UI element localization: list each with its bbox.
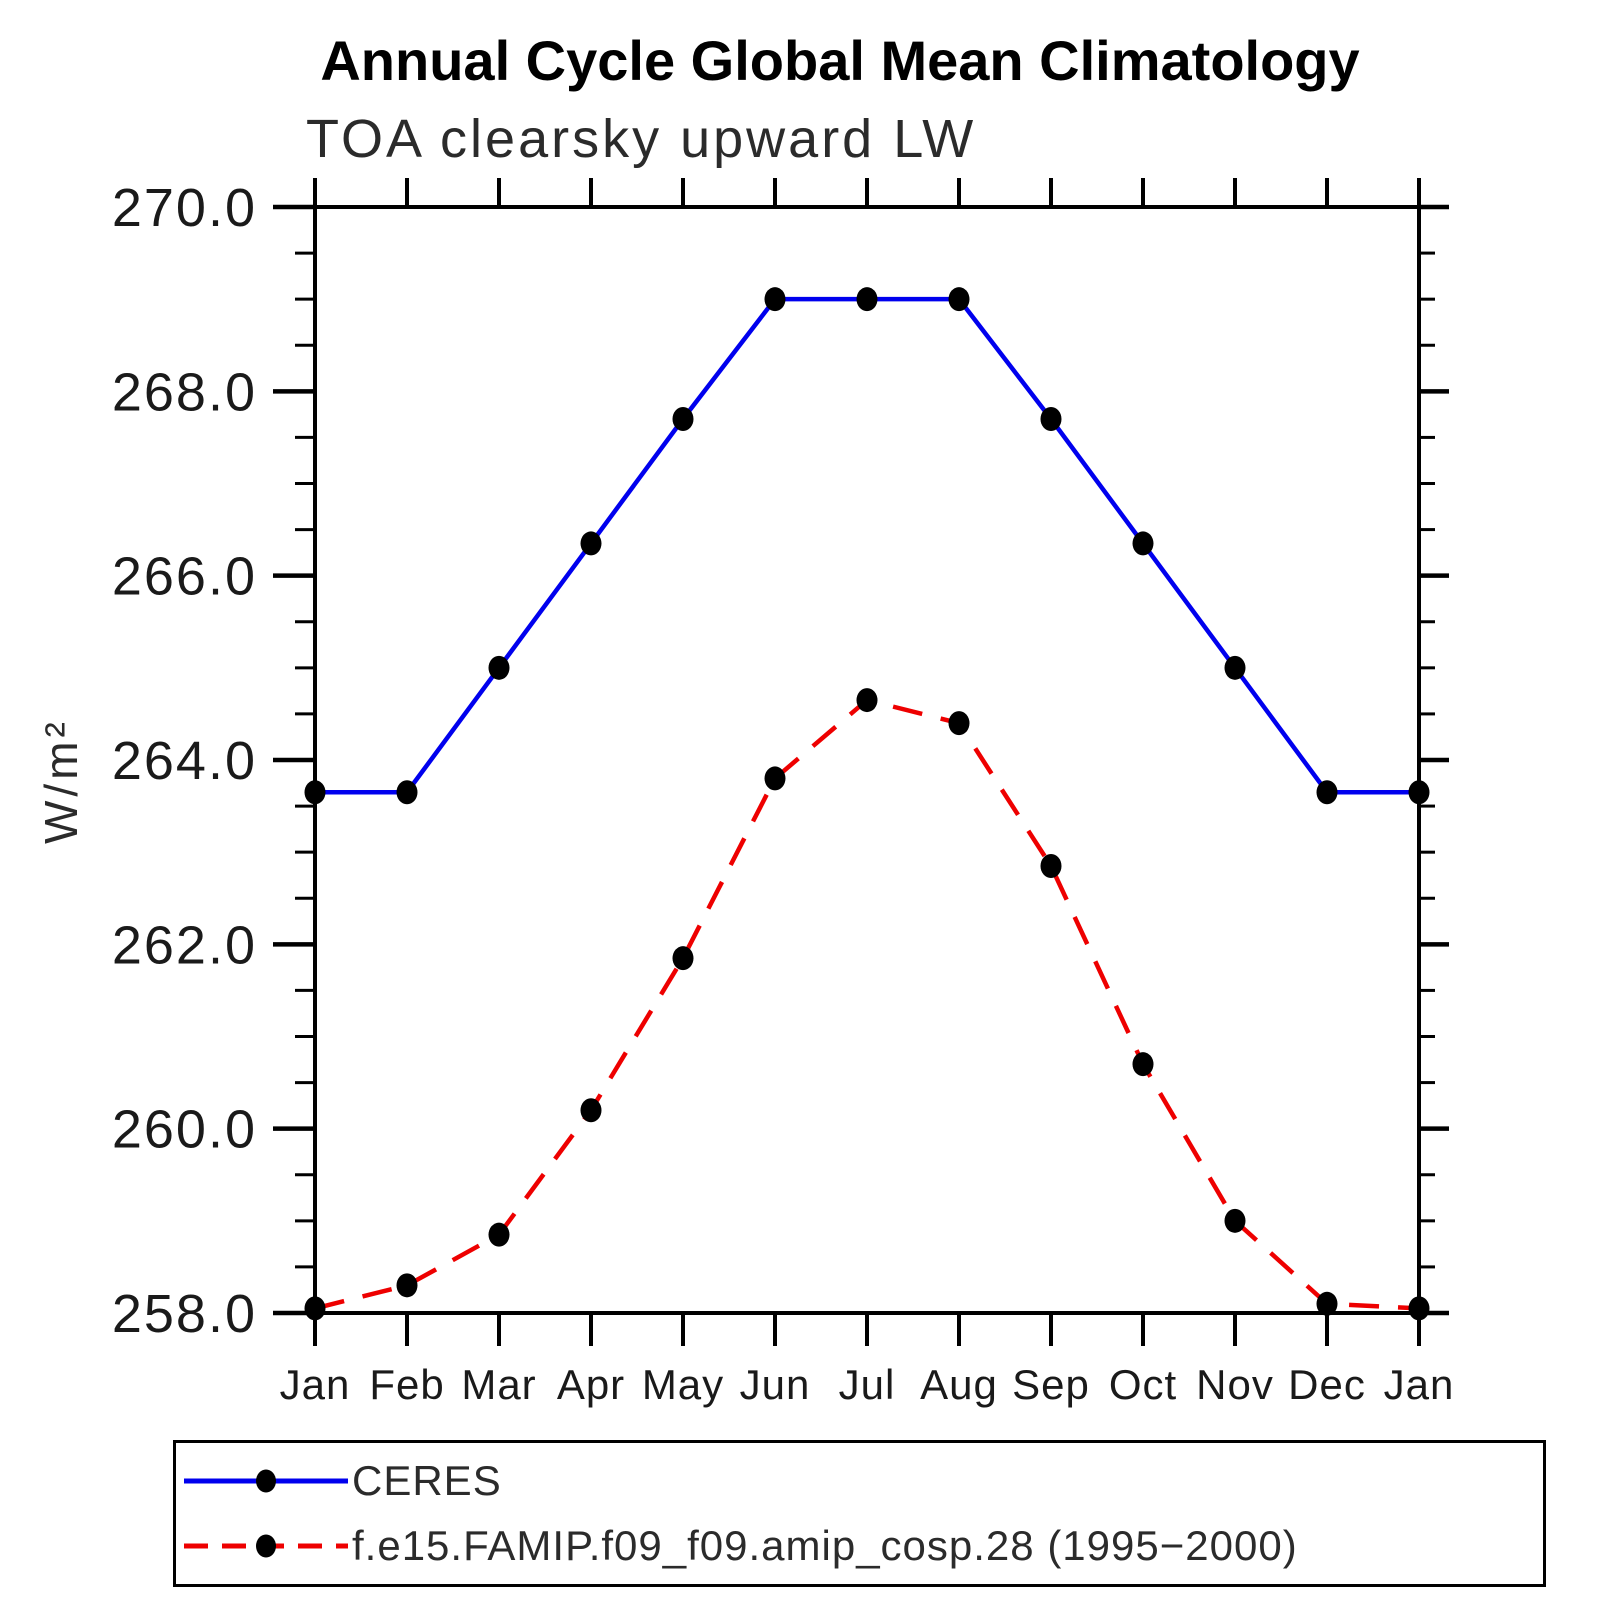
legend-label-ceres: CERES	[352, 1456, 502, 1504]
y-tick-label: 258.0	[112, 1284, 257, 1344]
x-tick-label: Oct	[1109, 1361, 1177, 1408]
data-point-marker	[1132, 1052, 1154, 1077]
x-tick-label: Sep	[1012, 1361, 1090, 1408]
data-point-marker	[1408, 780, 1430, 805]
legend-line-sample-ceres	[184, 1469, 348, 1493]
x-tick-label: Feb	[369, 1361, 444, 1408]
data-point-marker	[488, 1222, 510, 1247]
x-tick-label: Dec	[1288, 1361, 1366, 1408]
legend-line-sample-model	[184, 1534, 348, 1558]
series-ceres	[304, 287, 1430, 805]
legend-row-model: f.e15.FAMIP.f09_f09.amip_cosp.28 (1995−2…	[176, 1518, 1543, 1574]
data-point-marker	[948, 287, 970, 312]
x-tick-labels: Jan Feb Mar Apr May Jun Jul Aug Sep Oct Nov Dec Jan	[280, 1361, 1455, 1408]
data-point-marker	[856, 688, 878, 713]
y-tick-labels: 258.0 260.0 262.0 264.0 266.0 268.0 270.0	[112, 178, 257, 1344]
series-model	[304, 688, 1430, 1321]
model-line	[314, 697, 1420, 1311]
x-tick-label: Aug	[920, 1361, 998, 1408]
x-tick-label: Jan	[1384, 1361, 1455, 1408]
data-point-marker	[1224, 1208, 1246, 1233]
data-point-marker	[672, 946, 694, 971]
data-point-marker	[580, 1098, 602, 1123]
legend-marker-dot	[256, 1469, 276, 1493]
y-tick-label: 264.0	[112, 731, 257, 791]
data-point-marker	[1316, 780, 1338, 805]
data-point-marker	[1132, 531, 1154, 556]
data-point-marker	[948, 711, 970, 736]
x-tick-label: Nov	[1196, 1361, 1274, 1408]
y-tick-label: 260.0	[112, 1100, 257, 1160]
x-axis-ticks	[313, 178, 1421, 1346]
legend-marker-dot	[256, 1534, 276, 1558]
data-point-marker	[1040, 853, 1062, 878]
data-point-marker	[764, 766, 786, 791]
x-tick-label: Jul	[839, 1361, 896, 1408]
data-point-marker	[1316, 1291, 1338, 1316]
data-point-marker	[1224, 655, 1246, 680]
data-point-marker	[672, 406, 694, 431]
chart-subtitle: TOA clearsky upward LW	[306, 109, 977, 169]
x-tick-label: Jan	[280, 1361, 351, 1408]
data-point-marker	[856, 287, 878, 312]
data-point-marker	[304, 780, 326, 805]
x-tick-label: May	[642, 1361, 724, 1408]
y-tick-label: 268.0	[112, 362, 257, 422]
axis-frame	[313, 205, 1421, 1315]
y-axis-ticks	[273, 204, 1449, 1316]
legend-label-model: f.e15.FAMIP.f09_f09.amip_cosp.28 (1995−2…	[352, 1522, 1298, 1570]
data-point-marker	[396, 780, 418, 805]
ceres-line	[315, 296, 1419, 795]
data-point-marker	[488, 655, 510, 680]
y-tick-label: 262.0	[112, 915, 257, 975]
x-tick-label: Jun	[740, 1361, 811, 1408]
y-tick-label: 266.0	[112, 547, 257, 607]
chart-title: Annual Cycle Global Mean Climatology	[320, 29, 1360, 92]
data-point-marker	[764, 287, 786, 312]
data-point-marker	[580, 531, 602, 556]
legend-box: CERES f.e15.FAMIP.f09_f09.amip_cosp.28 (…	[173, 1440, 1546, 1587]
x-tick-label: Apr	[557, 1361, 625, 1408]
data-point-marker	[304, 1296, 326, 1321]
legend-row-ceres: CERES	[176, 1453, 1543, 1509]
data-point-marker	[1040, 406, 1062, 431]
data-point-marker	[396, 1273, 418, 1298]
data-point-marker	[1408, 1296, 1430, 1321]
y-tick-label: 270.0	[112, 178, 257, 238]
x-tick-label: Mar	[461, 1361, 536, 1408]
